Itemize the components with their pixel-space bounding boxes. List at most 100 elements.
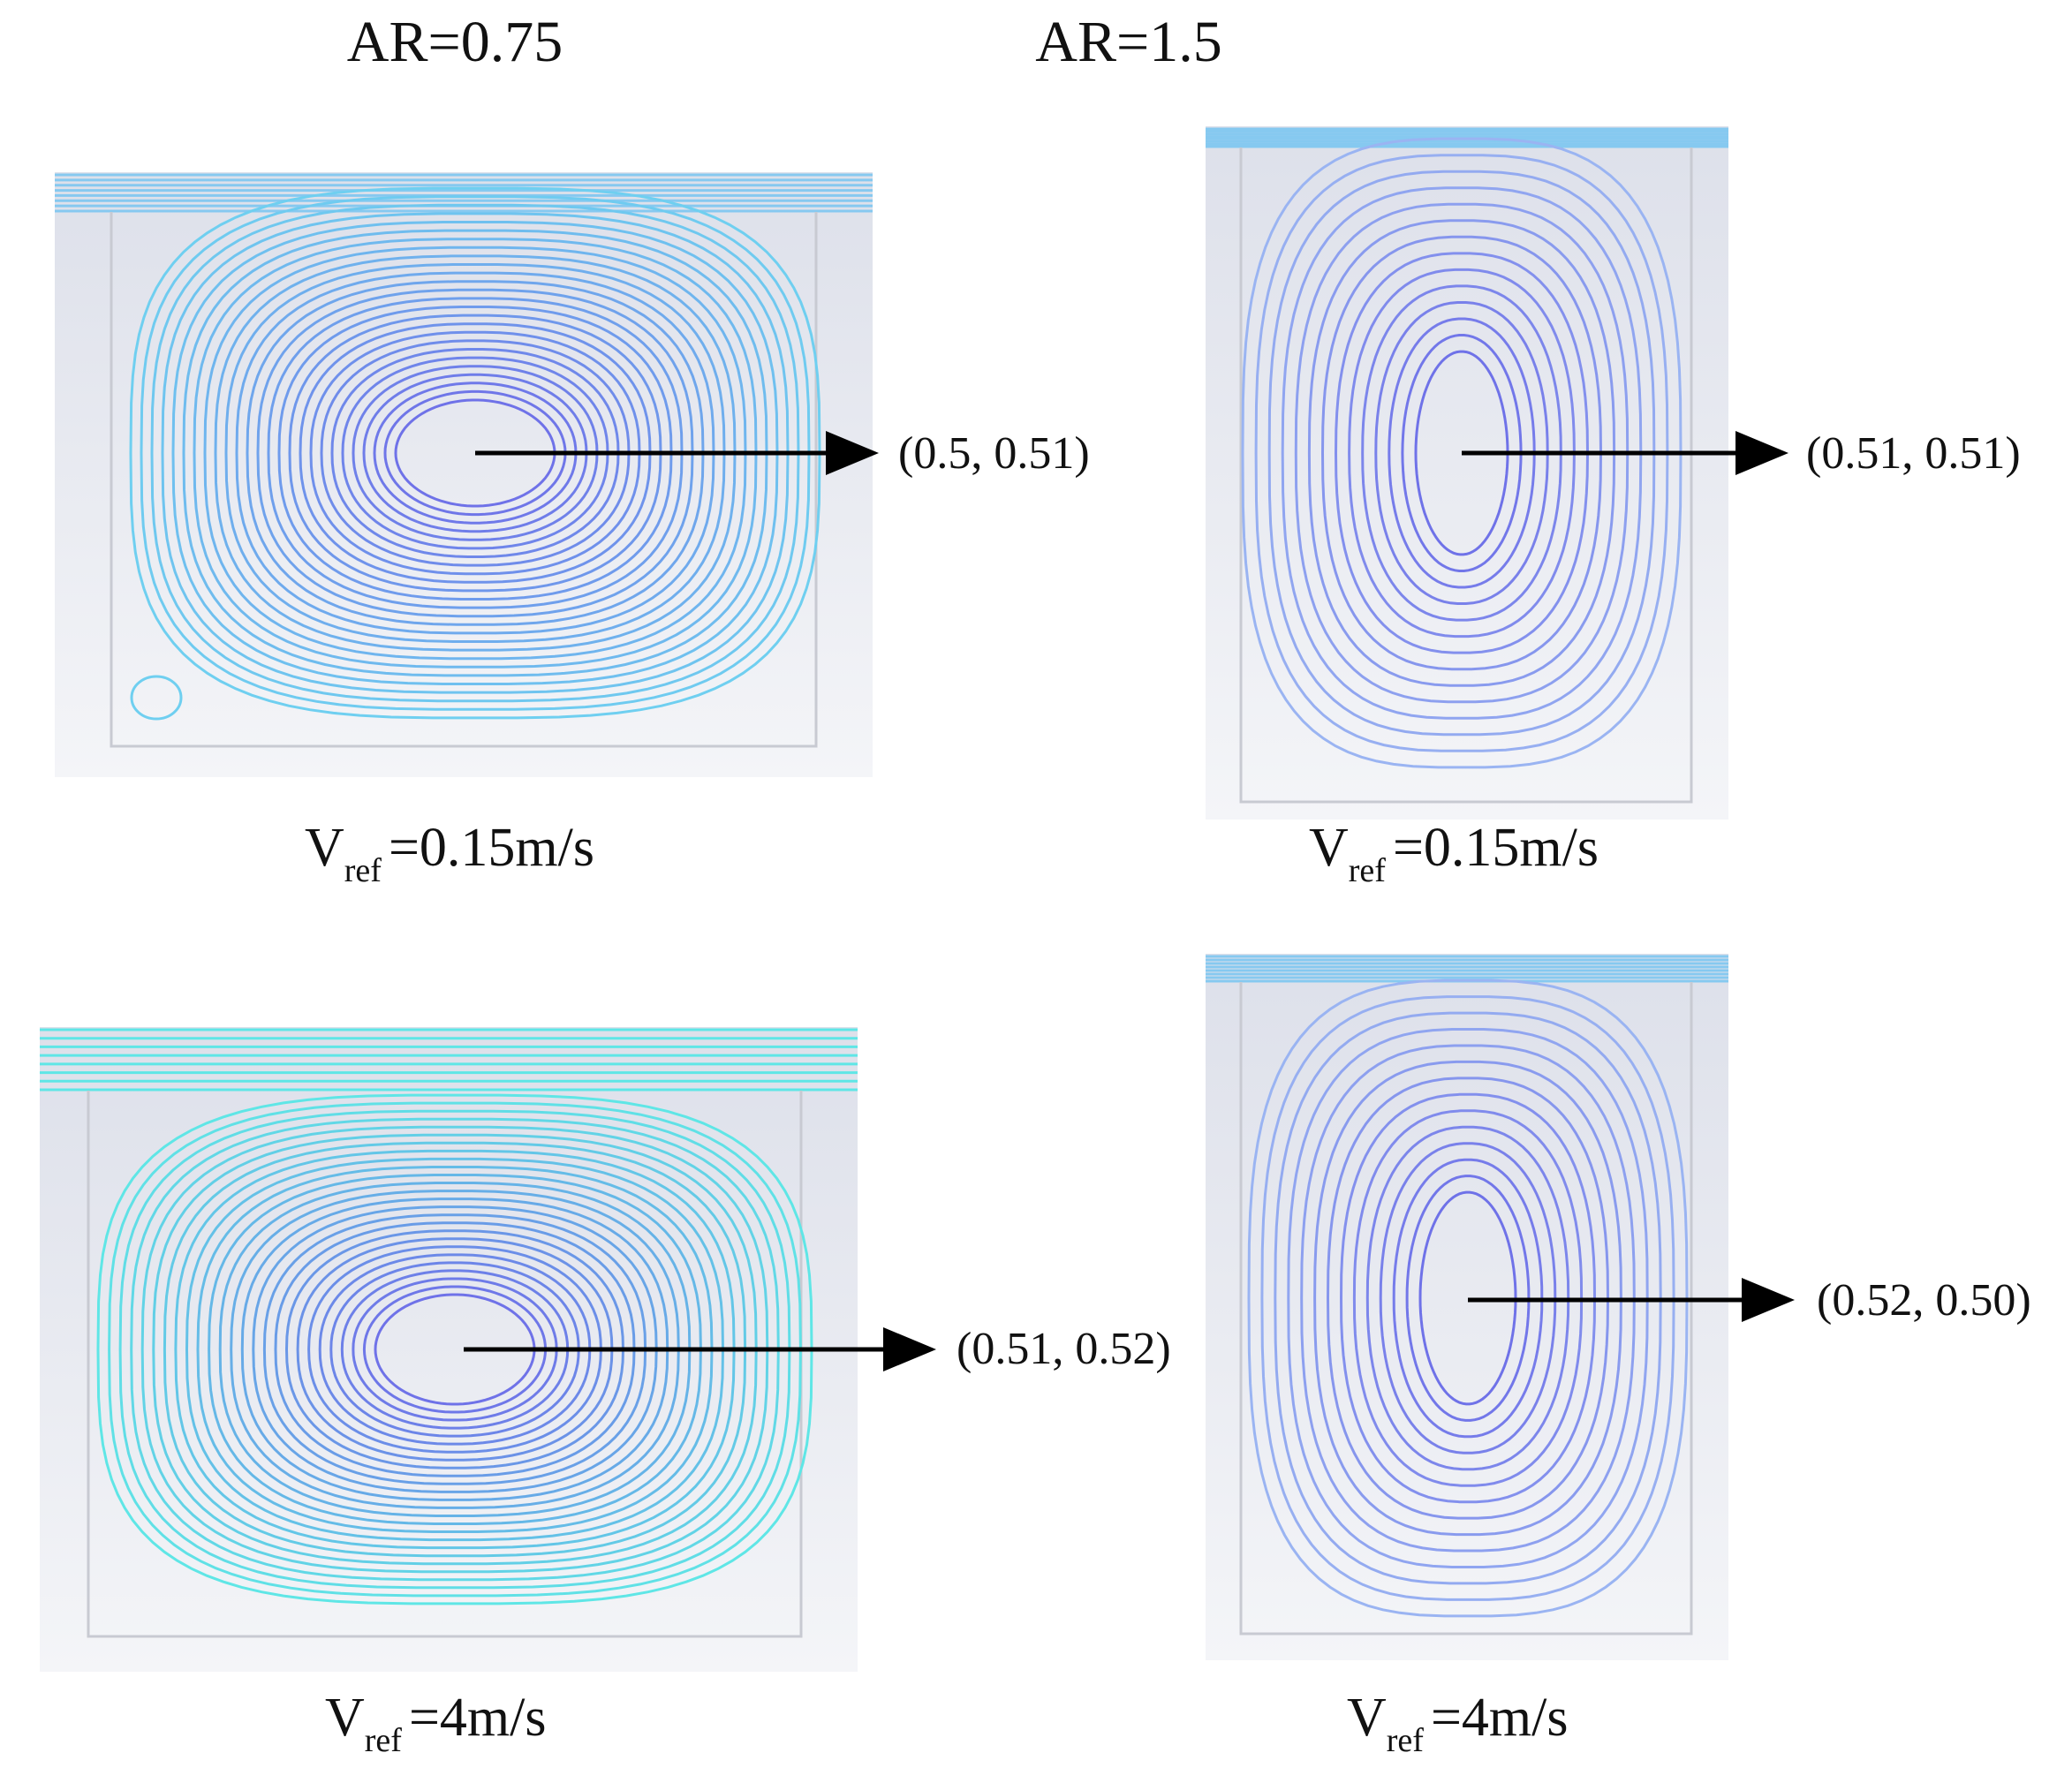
streamline: [262, 1213, 647, 1485]
streamline: [1361, 284, 1562, 622]
streamline: [394, 398, 556, 508]
vref-caption-p4: Vref =4m/s: [1347, 1688, 1569, 1759]
streamline: [240, 1197, 669, 1501]
streamline: [1281, 186, 1643, 720]
streamline: [1418, 1190, 1517, 1406]
streamline: [1388, 317, 1536, 589]
vref-caption-p2: Vref =0.15m/s: [1309, 818, 1599, 889]
streamline: [129, 186, 821, 720]
streamline: [1241, 137, 1683, 769]
streamline: [1352, 1109, 1584, 1487]
streamline: [256, 288, 694, 618]
streamline-plot-p4: [1206, 954, 1728, 1660]
vortex-center-label-p3: (0.51, 0.52): [957, 1324, 1171, 1374]
column-title-ar-1.5: AR=1.5: [1035, 10, 1222, 74]
streamline: [108, 1101, 802, 1598]
streamline: [352, 1277, 558, 1422]
streamline: [140, 195, 811, 711]
cavity-wall: [1239, 147, 1693, 804]
streamline: [214, 254, 737, 652]
streamline: [185, 1157, 725, 1542]
streamline: [1320, 235, 1603, 671]
streamline: [374, 1293, 536, 1406]
corner-eddy: [130, 675, 183, 721]
streamline: [1274, 1011, 1662, 1585]
streamline: [1300, 1044, 1636, 1553]
streamline: [284, 1229, 625, 1469]
streamline: [373, 382, 578, 525]
streamline: [1247, 978, 1689, 1618]
streamline: [362, 373, 588, 533]
vref-caption-p1: Vref =0.15m/s: [305, 818, 595, 889]
streamline: [171, 221, 779, 685]
streamline: [224, 263, 726, 643]
cavity-wall: [110, 212, 818, 748]
streamline-panel-ar075-low: [55, 172, 873, 777]
streamline: [277, 306, 673, 601]
streamline: [118, 1109, 791, 1590]
column-title-ar-0.75: AR=0.75: [346, 10, 563, 74]
streamline: [296, 1237, 614, 1462]
streamline: [1379, 1142, 1557, 1454]
streamline: [130, 1117, 780, 1582]
streamline: [1334, 252, 1590, 654]
streamline: [362, 1285, 548, 1414]
streamline: [1339, 1092, 1597, 1504]
streamline: [330, 348, 620, 558]
streamline: [203, 246, 747, 661]
streamline: [230, 1190, 680, 1509]
streamline-plot-p1: [55, 172, 873, 777]
streamline: [299, 322, 652, 584]
streamline: [267, 297, 684, 609]
streamline: [309, 330, 641, 576]
streamline: [1365, 1125, 1570, 1471]
streamline: [352, 365, 599, 541]
streamline: [1374, 301, 1549, 605]
vortex-center-label-p2: (0.51, 0.51): [1806, 428, 2021, 479]
streamline: [307, 1245, 602, 1454]
streamline: [163, 1141, 747, 1558]
streamline: [341, 356, 609, 550]
streamline: [1405, 1175, 1531, 1422]
streamline: [208, 1174, 702, 1525]
streamline: [235, 271, 715, 635]
panel-background: [1206, 954, 1728, 1660]
streamline: [1307, 219, 1616, 687]
streamline: [320, 339, 631, 567]
streamline: [193, 238, 758, 669]
streamline: [246, 280, 705, 626]
streamline: [174, 1149, 736, 1550]
vortex-center-label-p1: (0.5, 0.51): [898, 428, 1090, 479]
streamline: [1348, 268, 1576, 638]
streamline: [1267, 170, 1656, 737]
cavity-wall: [1239, 982, 1693, 1636]
streamline: [1401, 334, 1523, 572]
streamline: [252, 1205, 658, 1493]
streamline: [1392, 1158, 1544, 1439]
streamline: [288, 314, 662, 593]
streamline: [1287, 1028, 1649, 1568]
streamline: [96, 1093, 813, 1605]
streamline: [1326, 1077, 1610, 1520]
streamline: [150, 203, 800, 703]
streamline-panel-ar15-low: [1206, 126, 1728, 820]
streamline-panel-ar15-high: [1206, 954, 1728, 1660]
streamline: [152, 1133, 758, 1566]
streamline: [218, 1182, 692, 1517]
streamline: [196, 1166, 714, 1533]
streamline: [1313, 1060, 1622, 1537]
streamline: [329, 1261, 580, 1438]
streamline: [340, 1269, 570, 1430]
streamline: [1260, 995, 1675, 1601]
streamline: [383, 389, 567, 517]
streamline: [161, 212, 790, 694]
streamline: [1294, 202, 1630, 704]
streamline: [318, 1253, 592, 1446]
streamline: [1254, 154, 1669, 752]
vortex-center-label-p4: (0.52, 0.50): [1817, 1275, 2031, 1326]
streamline: [182, 229, 768, 677]
vref-caption-p3: Vref =4m/s: [325, 1688, 547, 1759]
streamline: [140, 1125, 769, 1574]
streamline: [1414, 350, 1509, 556]
